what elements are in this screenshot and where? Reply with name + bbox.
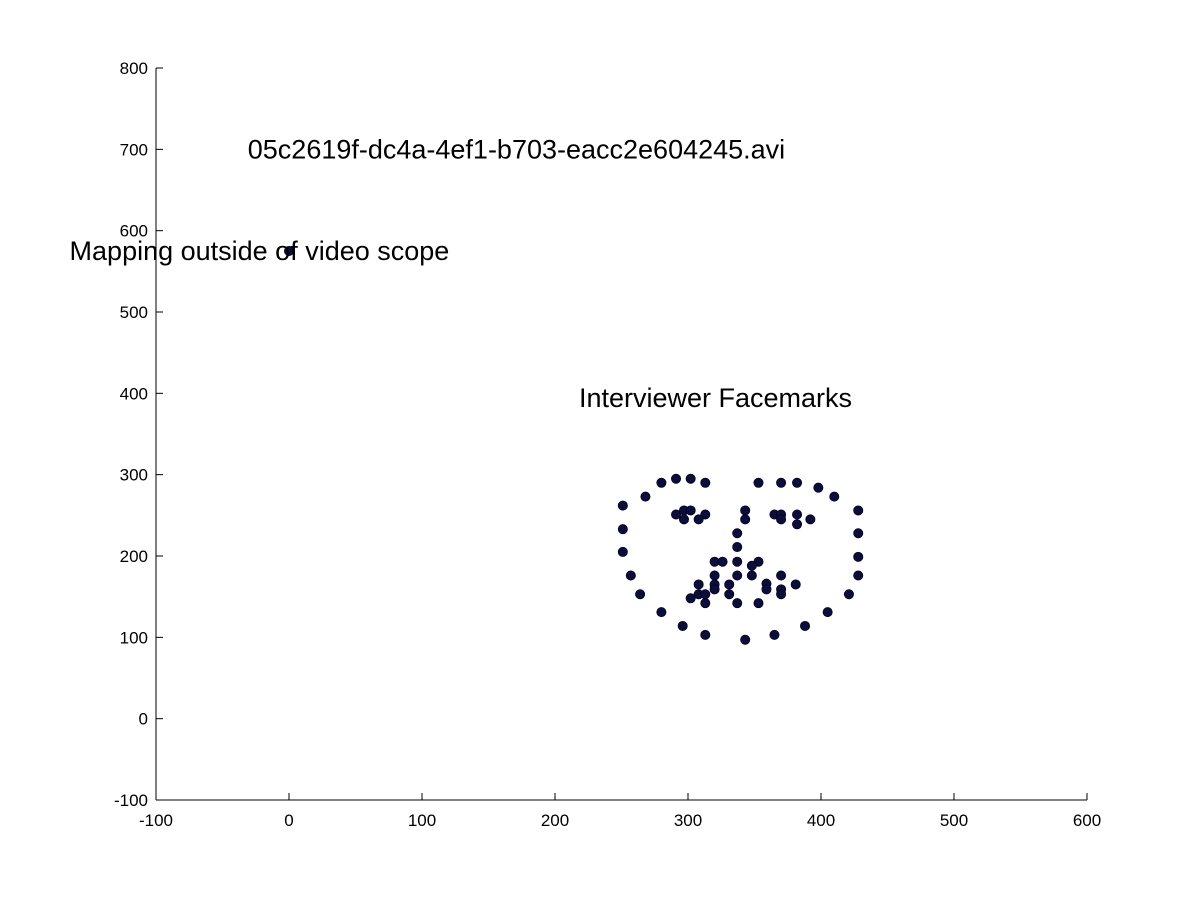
data-point (829, 491, 840, 502)
data-point (740, 514, 751, 525)
x-tick-label: 600 (1073, 811, 1101, 830)
data-point (685, 473, 696, 484)
data-point (746, 560, 757, 571)
data-point (792, 509, 803, 520)
data-point (800, 620, 811, 631)
data-point (685, 505, 696, 516)
data-point (717, 556, 728, 567)
data-point (776, 514, 787, 525)
data-point (700, 629, 711, 640)
data-point (843, 589, 854, 600)
x-tick-label: 500 (940, 811, 968, 830)
y-tick-label: 400 (120, 384, 148, 403)
data-point (776, 570, 787, 581)
data-point (740, 634, 751, 645)
data-point (746, 570, 757, 581)
data-point (776, 477, 787, 488)
data-point (617, 546, 628, 557)
y-tick-label: 700 (120, 140, 148, 159)
data-point (283, 245, 294, 256)
data-point (700, 589, 711, 600)
data-point (724, 589, 735, 600)
x-tick-label: 200 (541, 811, 569, 830)
data-point (617, 500, 628, 511)
data-point (693, 579, 704, 590)
y-tick-label: 600 (120, 222, 148, 241)
x-tick-label: -100 (139, 811, 173, 830)
data-point (792, 477, 803, 488)
y-tick-label: -100 (114, 791, 148, 810)
data-point (853, 528, 864, 539)
y-ticks: -100 0 100 200 300 400 500 600 700 800 (114, 59, 163, 810)
data-point (656, 477, 667, 488)
data-point (700, 477, 711, 488)
axes (155, 68, 1087, 801)
data-point (656, 607, 667, 618)
data-point (761, 584, 772, 595)
data-point (625, 570, 636, 581)
y-tick-label: 500 (120, 303, 148, 322)
annotation-facemarks: Interviewer Facemarks (579, 383, 852, 413)
data-point (732, 556, 743, 567)
data-point (671, 509, 682, 520)
y-tick-label: 100 (120, 628, 148, 647)
data-point (685, 593, 696, 604)
data-point (640, 491, 651, 502)
data-point (792, 519, 803, 530)
x-tick-label: 100 (408, 811, 436, 830)
data-point (753, 598, 764, 609)
x-tick-label: 300 (674, 811, 702, 830)
data-point (724, 579, 735, 590)
data-point (700, 509, 711, 520)
data-point (732, 528, 743, 539)
data-point (709, 570, 720, 581)
y-tick-label: 300 (120, 466, 148, 485)
annotation-mapping: Mapping outside of video scope (70, 236, 450, 266)
data-point (805, 514, 816, 525)
x-tick-label: 0 (284, 811, 293, 830)
data-point (732, 570, 743, 581)
data-point (700, 598, 711, 609)
data-point (753, 477, 764, 488)
y-tick-label: 200 (120, 547, 148, 566)
data-point (635, 589, 646, 600)
x-ticks: -100 0 100 200 300 400 500 600 (139, 793, 1101, 830)
annotation-filename: 05c2619f-dc4a-4ef1-b703-eacc2e604245.avi (248, 134, 785, 164)
x-tick-label: 400 (807, 811, 835, 830)
data-point (740, 505, 751, 516)
data-point (679, 514, 690, 525)
data-point (822, 607, 833, 618)
data-points (283, 245, 864, 645)
data-point (732, 542, 743, 553)
data-point (732, 598, 743, 609)
data-point (677, 620, 688, 631)
data-point (709, 584, 720, 595)
data-point (853, 551, 864, 562)
y-tick-label: 0 (139, 710, 148, 729)
data-point (853, 505, 864, 516)
data-point (853, 570, 864, 581)
data-point (776, 589, 787, 600)
data-point (671, 473, 682, 484)
data-point (693, 514, 704, 525)
y-tick-label: 800 (120, 59, 148, 78)
data-point (617, 524, 628, 535)
data-point (790, 579, 801, 590)
data-point (813, 482, 824, 493)
annotations: 05c2619f-dc4a-4ef1-b703-eacc2e604245.avi… (70, 134, 852, 413)
data-point (769, 629, 780, 640)
